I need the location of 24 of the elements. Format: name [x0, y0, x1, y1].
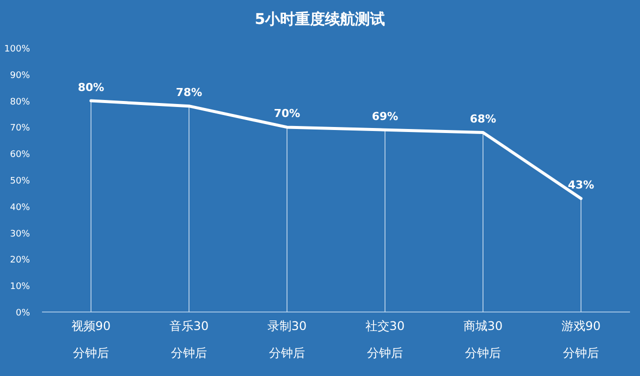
x-tick-label: 视频90 分钟后: [71, 319, 111, 360]
data-label: 80%: [78, 80, 104, 94]
y-tick-label: 20%: [10, 256, 30, 266]
data-label: 70%: [274, 107, 300, 120]
x-tick-label: 社交30 分钟后: [365, 319, 405, 360]
y-tick-label: 80%: [10, 97, 30, 108]
x-tick-label: 商城30 分钟后: [463, 319, 503, 360]
x-tick-label: 游戏90 分钟后: [561, 319, 601, 360]
data-label: 69%: [372, 110, 398, 123]
y-tick-label: 10%: [10, 282, 30, 292]
data-label: 43%: [568, 178, 594, 192]
data-label: 78%: [176, 86, 202, 100]
x-tick-label: 录制30 分钟后: [267, 319, 307, 360]
y-tick-label: 100%: [4, 44, 30, 54]
y-tick-label: 0%: [16, 308, 30, 318]
y-tick-label: 60%: [10, 150, 30, 160]
x-tick-label: 音乐30 分钟后: [169, 319, 209, 360]
y-tick-label: 30%: [10, 229, 30, 240]
y-tick-label: 40%: [10, 202, 30, 213]
y-tick-label: 50%: [10, 176, 30, 186]
chart-title: 5小时重度续航测试: [254, 10, 386, 28]
y-tick-label: 70%: [10, 124, 30, 134]
data-label: 68%: [470, 112, 496, 126]
y-tick-label: 90%: [10, 70, 30, 81]
